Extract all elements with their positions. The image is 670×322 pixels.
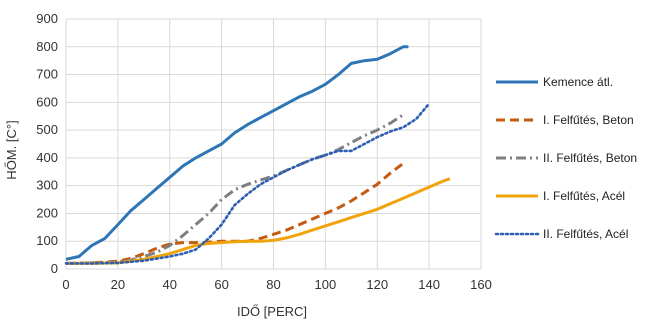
x-tick-label: 80 [266,277,280,292]
legend-label: Kemence átl. [543,75,613,89]
y-tick-label: 200 [36,205,58,220]
y-tick-label: 800 [36,39,58,54]
x-axis-title: IDŐ [PERC] [237,304,307,319]
y-tick-label: 100 [36,233,58,248]
series-line-i-felfutes-acel [66,177,451,265]
x-tick-label: 20 [111,277,125,292]
y-tick-label: 700 [36,67,58,82]
y-axis-title: HŐM. [C°] [4,120,19,179]
x-tick-label: 120 [366,277,388,292]
legend-label: II. Felfűtés, Beton [543,151,637,165]
legend-label: I. Felfűtés, Beton [543,113,634,127]
x-axis-ticks: 0 20 40 60 80 100 120 140 160 [62,277,491,292]
x-tick-label: 140 [418,277,440,292]
series-lines [64,45,451,265]
y-tick-label: 0 [51,261,58,276]
legend-label: II. Felfűtés, Acél [543,227,628,241]
x-tick-label: 60 [214,277,228,292]
y-axis-ticks: 0 100 200 300 400 500 600 700 800 900 [36,11,58,276]
x-tick-label: 0 [62,277,69,292]
legend: Kemence átl. I. Felfűtés, Beton II. Felfűt… [494,75,637,241]
y-tick-label: 400 [36,150,58,165]
x-tick-label: 100 [315,277,337,292]
y-tick-label: 900 [36,11,58,26]
x-tick-label: 40 [163,277,177,292]
grid-lines [65,18,482,270]
legend-label: I. Felfűtés, Acél [543,189,625,203]
x-tick-label: 160 [470,277,492,292]
y-tick-label: 500 [36,122,58,137]
series-line-ii-felfutes-beton [65,113,405,265]
series-line-kemence-atl [65,45,409,261]
y-tick-label: 300 [36,178,58,193]
series-line-ii-felfutes-acel [64,102,431,265]
y-tick-label: 600 [36,94,58,109]
